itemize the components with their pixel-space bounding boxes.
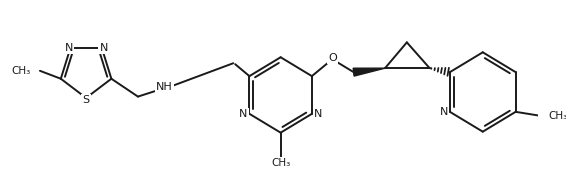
Text: NH: NH [156, 82, 173, 92]
Text: CH₃: CH₃ [548, 111, 566, 121]
Text: CH₃: CH₃ [11, 66, 31, 76]
Text: N: N [100, 43, 108, 53]
Text: O: O [328, 53, 337, 63]
Polygon shape [353, 68, 385, 76]
Text: N: N [314, 109, 322, 119]
Text: N: N [440, 107, 448, 117]
Text: CH₃: CH₃ [271, 158, 290, 168]
Text: N: N [65, 43, 73, 53]
Text: S: S [83, 95, 89, 105]
Text: N: N [239, 109, 247, 119]
